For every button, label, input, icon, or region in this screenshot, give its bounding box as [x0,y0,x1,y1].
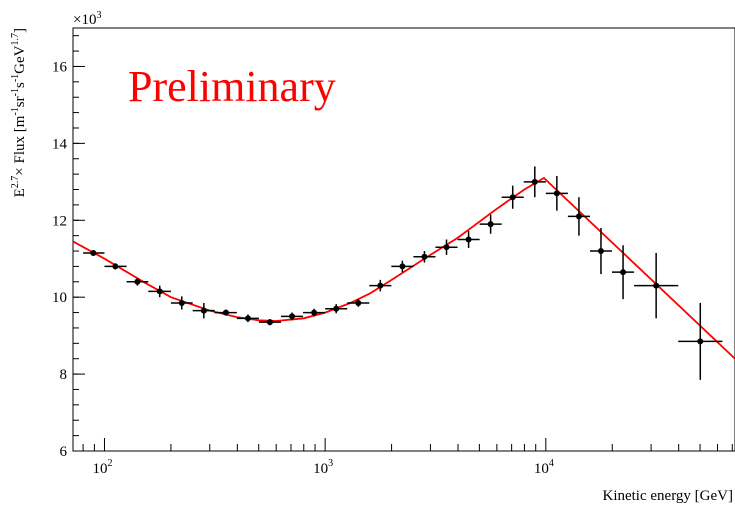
y-tick-label: 14 [52,136,68,152]
axis-ticks: 6 8 10 12 14 16 102 103 104 [52,35,733,477]
data-point [634,252,679,319]
data-marker [399,263,406,270]
data-point [479,214,502,234]
data-marker [222,309,229,316]
data-marker [200,307,207,314]
y-tick-label: 16 [52,59,68,75]
data-point [236,314,259,323]
x-tick-label: 104 [534,458,554,477]
data-point [501,185,524,209]
data-point [567,197,590,236]
data-point [391,260,414,273]
data-marker [531,178,538,185]
data-point [347,299,370,307]
data-point [413,251,436,263]
plot-frame [72,27,735,452]
data-point [457,231,480,248]
data-point [545,176,568,211]
data-point [678,302,723,380]
data-marker [266,319,273,326]
x-tick-label: 102 [92,458,112,477]
data-point [612,245,635,300]
data-marker [377,282,384,289]
data-marker [134,278,141,285]
data-point [126,277,149,286]
data-marker [333,305,340,312]
data-marker [575,213,582,220]
data-marker [487,221,494,228]
data-marker [597,248,604,255]
data-marker [355,299,362,306]
preliminary-annotation: Preliminary [128,62,336,111]
x-axis-title: Kinetic energy [GeV] [602,488,733,504]
data-marker [156,288,163,295]
data-point [435,239,458,255]
data-marker [697,338,704,345]
data-marker [620,269,627,276]
data-points-group [83,166,723,380]
data-point [589,227,613,275]
data-point [214,309,237,316]
data-marker [244,315,251,322]
data-point [369,279,392,292]
y-multiplier-label: ×103 [73,10,101,28]
data-point [148,285,171,298]
y-tick-label: 10 [52,290,67,306]
data-point [192,302,215,319]
plot-area [72,27,735,452]
data-point [258,319,282,326]
data-marker [311,309,318,316]
data-marker [653,282,660,289]
data-marker [421,253,428,260]
data-marker [553,190,560,197]
data-marker [443,244,450,251]
data-point [281,312,304,321]
y-tick-label: 8 [60,367,68,383]
data-marker [289,313,296,320]
data-point [170,296,193,310]
data-marker [112,263,119,270]
data-marker [178,299,185,306]
data-marker [509,194,516,201]
data-marker [90,249,97,256]
data-point [83,249,105,256]
data-point [325,304,348,314]
x-tick-label: 103 [313,458,333,477]
y-axis-title: E2.7× Flux [m-1sr-1s-1GeV1.7] [10,28,28,197]
data-point [303,308,326,317]
data-point [104,263,127,270]
y-tick-label: 12 [52,213,67,229]
data-marker [465,236,472,243]
data-point [523,166,546,198]
y-tick-label: 6 [60,444,68,460]
